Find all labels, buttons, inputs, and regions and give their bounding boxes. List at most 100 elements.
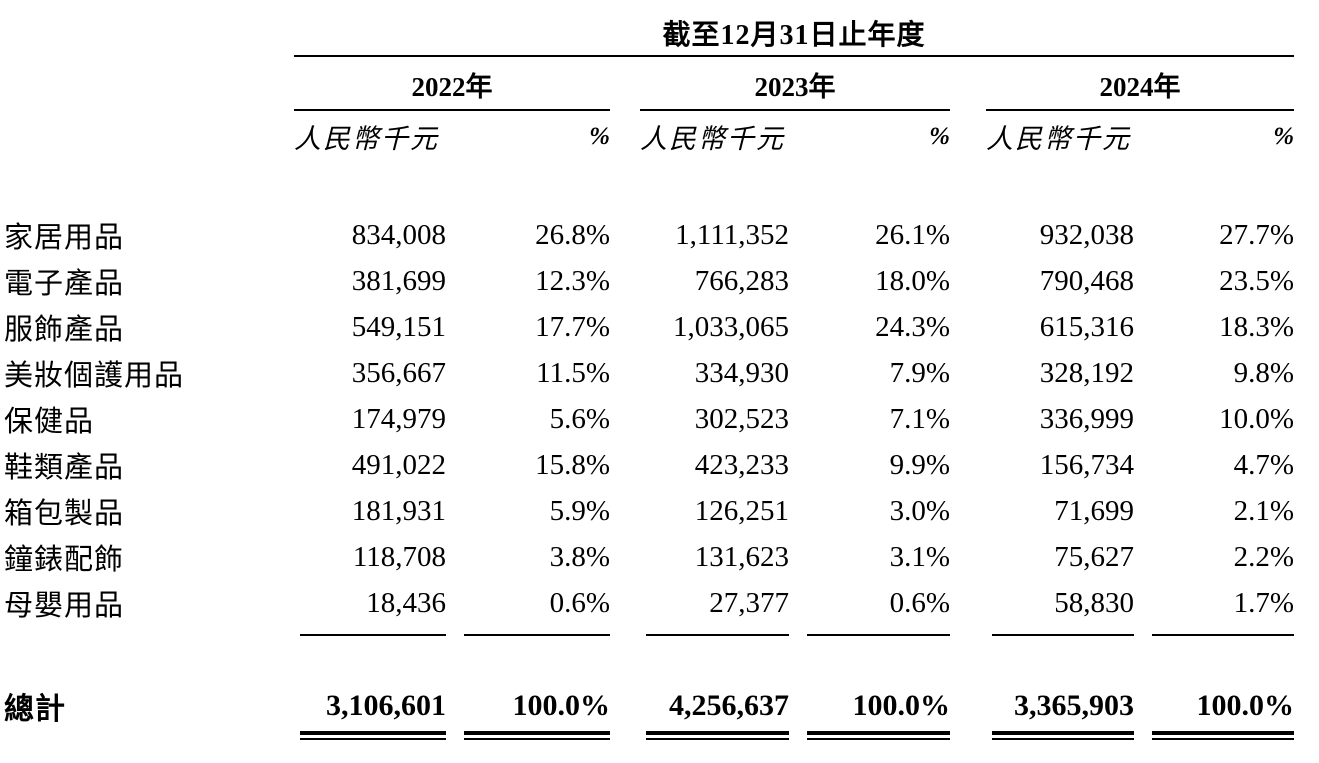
percent-2024: 23.5%	[1219, 264, 1295, 297]
table-row-total: 總計 3,106,601 100.0% 4,256,637 100.0% 3,3…	[4, 684, 1294, 728]
percent-2022: 0.6%	[549, 586, 610, 619]
spacer-cell	[950, 580, 986, 626]
percent-2023: 24.3%	[875, 310, 950, 343]
spacer-cell	[950, 442, 986, 488]
spacer-cell	[950, 684, 986, 728]
column-header-row: 人民幣千元 % 人民幣千元 % 人民幣千元 %	[4, 110, 1294, 162]
percent-2024: 9.8%	[1233, 356, 1295, 389]
percent-2022: 12.3%	[535, 264, 610, 297]
table-title: 截至12月31日止年度	[294, 10, 1295, 57]
table-row-electronics: 電子產品 381,699 12.3% 766,283 18.0% 790,468…	[4, 258, 1294, 304]
percent-2023: 3.0%	[889, 494, 950, 527]
amount-2023: 131,623	[694, 540, 789, 573]
spacer-cell	[4, 56, 294, 110]
spacer-cell	[950, 258, 986, 304]
percent-2022: 15.8%	[535, 448, 610, 481]
rule-segment	[646, 634, 789, 636]
amount-2023: 334,930	[694, 356, 789, 389]
percent-2023: 0.6%	[889, 586, 950, 619]
percent-header-2022: %	[589, 122, 610, 150]
amount-2024: 932,038	[1039, 218, 1134, 251]
amount-2022: 181,931	[351, 494, 446, 527]
percent-2022: 3.8%	[549, 540, 610, 573]
spacer-cell	[950, 728, 986, 742]
spacer-cell	[950, 110, 986, 162]
amount-2023: 1,033,065	[673, 310, 789, 343]
double-rule-segment	[300, 731, 446, 740]
amount-header-2024: 人民幣千元	[986, 124, 1131, 154]
double-rule-segment	[464, 731, 610, 740]
amount-2024: 75,627	[1054, 540, 1134, 573]
spacer-cell	[610, 626, 640, 638]
amount-header-2022: 人民幣千元	[294, 124, 439, 154]
amount-2024: 615,316	[1039, 310, 1134, 343]
amount-2022: 118,708	[352, 540, 446, 573]
percent-2024: 27.7%	[1219, 218, 1295, 251]
amount-2022: 491,022	[351, 448, 446, 481]
year-header-2024: 2024年	[986, 56, 1295, 111]
rule-segment	[464, 634, 610, 636]
percent-2024: 4.7%	[1233, 448, 1295, 481]
amount-2023: 1,111,352	[675, 218, 789, 251]
spacer-cell	[610, 442, 640, 488]
amount-2022: 381,699	[351, 264, 446, 297]
amount-2023: 423,233	[694, 448, 789, 481]
year-header-2022: 2022年	[294, 56, 610, 111]
total-percent-2022: 100.0%	[512, 689, 611, 722]
percent-2023: 7.9%	[889, 356, 950, 389]
rule-segment	[807, 634, 950, 636]
percent-2022: 26.8%	[535, 218, 610, 251]
percent-2023: 3.1%	[889, 540, 950, 573]
percent-2023: 9.9%	[889, 448, 950, 481]
table-row-home-goods: 家居用品 834,008 26.8% 1,111,352 26.1% 932,0…	[4, 212, 1294, 258]
amount-2022: 18,436	[366, 586, 446, 619]
percent-2023: 7.1%	[889, 402, 950, 435]
spacer-cell	[610, 258, 640, 304]
spacer-cell	[610, 728, 640, 742]
amount-2022: 356,667	[351, 356, 446, 389]
total-amount-2024: 3,365,903	[1014, 689, 1134, 722]
total-percent-2023: 100.0%	[852, 689, 951, 722]
total-amount-2023: 4,256,637	[669, 689, 789, 722]
amount-2024: 336,999	[1039, 402, 1134, 435]
percent-2024: 2.2%	[1233, 540, 1295, 573]
table-row-beauty-personal-care: 美妝個護用品 356,667 11.5% 334,930 7.9% 328,19…	[4, 350, 1294, 396]
total-percent-2024: 100.0%	[1196, 689, 1295, 722]
amount-2022: 174,979	[351, 402, 446, 435]
spacer-cell	[4, 728, 294, 742]
revenue-breakdown-table: 截至12月31日止年度 2022年 2023年 2024年 人民幣千元 % 人民…	[4, 10, 1295, 742]
amount-2023: 27,377	[709, 586, 789, 619]
spacer-cell	[610, 110, 640, 162]
rule-segment	[300, 634, 446, 636]
percent-2022: 5.9%	[549, 494, 610, 527]
row-label: 箱包製品	[4, 498, 125, 530]
percent-header-2023: %	[929, 122, 950, 150]
percent-2022: 11.5%	[536, 356, 610, 389]
percent-2022: 17.7%	[535, 310, 610, 343]
amount-2023: 302,523	[694, 402, 789, 435]
double-rule-segment	[646, 731, 789, 740]
amount-2024: 58,830	[1054, 586, 1134, 619]
spacer-cell	[610, 580, 640, 626]
spacer-cell	[610, 350, 640, 396]
percent-2024: 1.7%	[1233, 586, 1295, 619]
amount-2024: 328,192	[1039, 356, 1134, 389]
row-label: 母嬰用品	[4, 590, 125, 622]
table-row-bags-luggage: 箱包製品 181,931 5.9% 126,251 3.0% 71,699 2.…	[4, 488, 1294, 534]
percent-2024: 18.3%	[1219, 310, 1295, 343]
table-row-health-products: 保健品 174,979 5.6% 302,523 7.1% 336,999 10…	[4, 396, 1294, 442]
row-label: 保健品	[4, 406, 95, 438]
total-label: 總計	[4, 693, 66, 726]
amount-2023: 766,283	[694, 264, 789, 297]
spacer-cell	[950, 626, 986, 638]
row-label: 美妝個護用品	[4, 360, 185, 392]
percent-2024: 10.0%	[1219, 402, 1295, 435]
single-rule-row	[4, 626, 1295, 638]
spacer-cell	[610, 396, 640, 442]
spacer-cell	[950, 396, 986, 442]
year-header-2023: 2023年	[640, 56, 950, 111]
total-amount-2022: 3,106,601	[326, 689, 446, 722]
amount-2022: 834,008	[351, 218, 446, 251]
row-label: 鞋類產品	[4, 452, 125, 484]
